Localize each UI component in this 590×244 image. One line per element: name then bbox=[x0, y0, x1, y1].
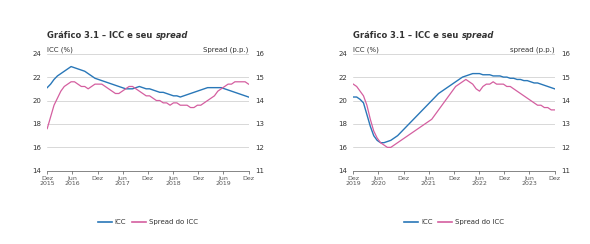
Legend: ICC, Spread do ICC: ICC, Spread do ICC bbox=[401, 217, 506, 228]
Text: ICC (%): ICC (%) bbox=[353, 46, 379, 52]
Text: ICC (%): ICC (%) bbox=[47, 46, 73, 52]
Text: spread: spread bbox=[461, 31, 494, 40]
Text: Spread (p.p.): Spread (p.p.) bbox=[203, 46, 248, 52]
Text: Gráfico 3.1 – ICC e seu: Gráfico 3.1 – ICC e seu bbox=[47, 31, 155, 40]
Text: spread (p.p.): spread (p.p.) bbox=[510, 46, 555, 52]
Legend: ICC, Spread do ICC: ICC, Spread do ICC bbox=[96, 217, 201, 228]
Text: Gráfico 3.1 – ICC e seu: Gráfico 3.1 – ICC e seu bbox=[353, 31, 461, 40]
Text: spread: spread bbox=[155, 31, 188, 40]
